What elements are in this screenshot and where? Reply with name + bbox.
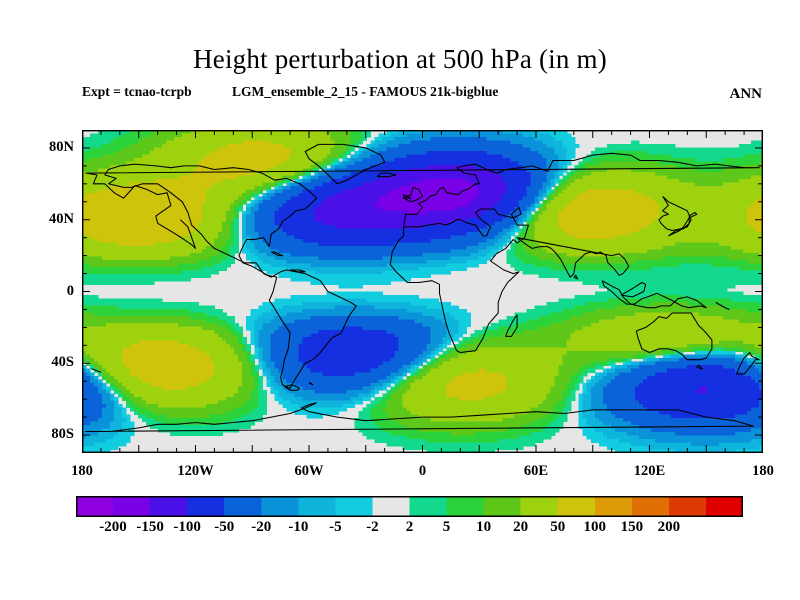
plot-frame [82,130,763,453]
colorbar-tick-label: 50 [550,519,566,535]
colorbar-band [446,496,485,517]
page-title: Height perturbation at 500 hPa (in m) [193,44,607,74]
colorbar-band [372,496,410,517]
y-tick-label: 80N [49,138,74,155]
colorbar-band [298,496,336,517]
colorbar-band [520,496,559,517]
y-tick-label: 40N [49,210,74,227]
contour-field [82,130,763,453]
x-tick-label: 60E [523,463,549,479]
colorbar-tick-label: -100 [173,519,201,535]
x-tick-label: 0 [418,463,427,479]
colorbar-tick-labels: -200 -150 -100 -50 -20 -10 -5 -2 2 5 10 20 50 100 150 2… [76,519,743,541]
y-tick-label: 40S [51,354,74,371]
colorbar-tick-label: 10 [476,519,492,535]
x-tick-label: 60W [294,463,324,479]
colorbar-tick-label: 20 [513,519,529,535]
x-tick-label: 180 [752,463,774,479]
x-tick-label: 120E [633,463,666,479]
colorbar-band [668,496,707,517]
colorbar-tick-label: 5 [442,519,451,535]
colorbar-tick-label: 200 [657,519,681,535]
y-tick-label: 0 [66,282,74,299]
dataset-label: LGM_ensemble_2_15 - FAMOUS 21k-bigblue [232,84,499,99]
colorbar-band [335,496,373,517]
colorbar-tick-label: -2 [366,519,379,535]
colorbar-band [705,496,744,517]
colorbar-band [483,496,522,517]
colorbar-tick-label: -50 [214,519,235,535]
colorbar [75,495,744,518]
colorbar-frame [75,495,744,518]
colorbar-band [631,496,670,517]
coastlines [85,143,760,433]
colorbar-tick-label: -200 [99,519,127,535]
colorbar-tick-label: -10 [288,519,309,535]
colorbar-band [557,496,596,517]
y-tick-label: 80S [51,426,74,443]
x-tick-label: 180 [71,463,93,479]
season-label: ANN [729,86,763,102]
experiment-label: Expt = tcnao-tcrpb [82,84,192,99]
colorbar-tick-label: 100 [583,519,607,535]
colorbar-tick-label: -5 [329,519,342,535]
colorbar-tick-label: -150 [136,519,164,535]
colorbar-tick-label: -20 [251,519,272,535]
map-plot-area [82,130,763,453]
colorbar-band [187,496,225,517]
colorbar-tick-label: 150 [620,519,644,535]
colorbar-band [113,496,151,517]
colorbar-band [409,496,448,517]
colorbar-tick-label: 2 [405,519,414,535]
colorbar-swatches [75,495,744,518]
colorbar-band [594,496,633,517]
colorbar-band [224,496,262,517]
colorbar-band [76,496,114,517]
x-tick-label: 120W [177,463,214,479]
colorbar-band [150,496,188,517]
colorbar-band [261,496,299,517]
